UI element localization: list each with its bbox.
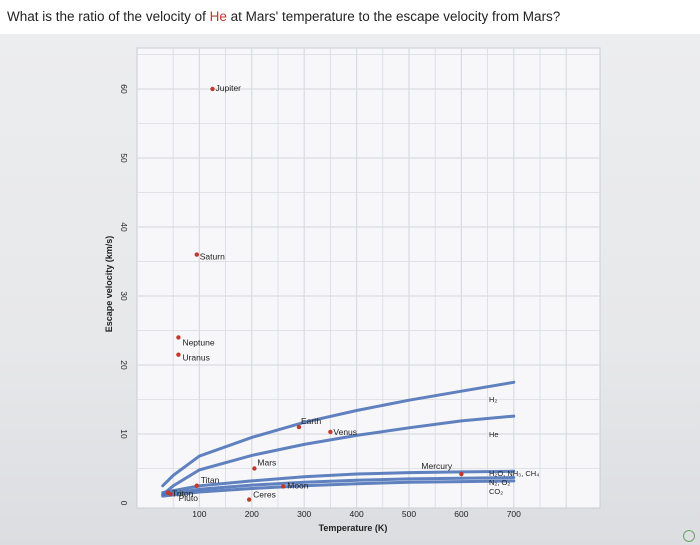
point-earth (296, 424, 302, 430)
question-highlight: He (209, 9, 227, 24)
x-tick-label: 100 (192, 509, 206, 519)
series-label: H₂ (489, 395, 497, 404)
point-uranus (176, 352, 181, 357)
point-label-uranus: Uranus (182, 353, 209, 363)
x-tick-label: 300 (297, 509, 311, 519)
point-saturn (194, 252, 199, 257)
point-titan (194, 483, 199, 488)
point-label-pluto: Pluto (179, 493, 199, 503)
y-tick-label: 60 (119, 84, 129, 94)
question-after: at Mars' temperature to the escape veloc… (226, 9, 561, 24)
point-label-ceres: Ceres (253, 490, 276, 500)
point-label-moon: Moon (287, 480, 309, 490)
series-label: H₂O, NH₃, CH₄ (489, 469, 539, 478)
x-tick-label: 700 (507, 509, 521, 519)
question-before: What is the ratio of the velocity of (7, 9, 210, 24)
y-tick-label: 10 (119, 429, 129, 439)
point-moon (281, 484, 286, 489)
y-tick-label: 50 (119, 153, 129, 163)
point-label-saturn: Saturn (200, 252, 225, 262)
point-mars (252, 466, 257, 471)
point-label-earth: Earth (301, 416, 322, 426)
y-tick-label: 40 (119, 222, 129, 232)
x-tick-label: 500 (402, 509, 416, 519)
point-label-mars: Mars (257, 458, 276, 468)
point-label-jupiter: Jupiter (216, 83, 242, 93)
x-tick-label: 400 (350, 509, 364, 519)
point-venus (328, 429, 333, 435)
series-line-h2o-nh3-ch4 (161, 469, 516, 495)
y-tick-label: 30 (119, 291, 129, 301)
series-line-co2 (161, 479, 516, 498)
series-line-he (161, 414, 516, 497)
point-label-triton: Triton (172, 489, 194, 499)
y-axis-title: Escape velocity (km/s) (104, 236, 114, 333)
point-label-titan: Titan (201, 475, 220, 485)
series-label: N₂, O₂ (489, 478, 510, 487)
point-neptune (176, 335, 181, 340)
point-label-neptune: Neptune (182, 337, 214, 347)
circle-icon[interactable] (683, 530, 695, 542)
y-tick-label: 20 (119, 360, 129, 370)
question-text: What is the ratio of the velocity of He … (7, 9, 560, 24)
point-pluto (168, 491, 173, 497)
point-ceres (246, 497, 252, 502)
series-label: CO₂ (489, 487, 503, 496)
series-line-n2-o2 (161, 476, 516, 497)
point-mercury (459, 471, 464, 477)
x-tick-label: 200 (245, 509, 259, 519)
series-line-h2 (161, 380, 516, 488)
y-tick-label: 0 (119, 501, 129, 506)
point-label-venus: Venus (333, 427, 357, 437)
point-label-mercury: Mercury (421, 461, 452, 471)
plot-area (136, 47, 601, 509)
x-axis-title: Temperature (K) (319, 523, 388, 533)
series-label: He (489, 430, 499, 439)
x-tick-label: 600 (454, 509, 468, 519)
point-jupiter (210, 86, 215, 92)
